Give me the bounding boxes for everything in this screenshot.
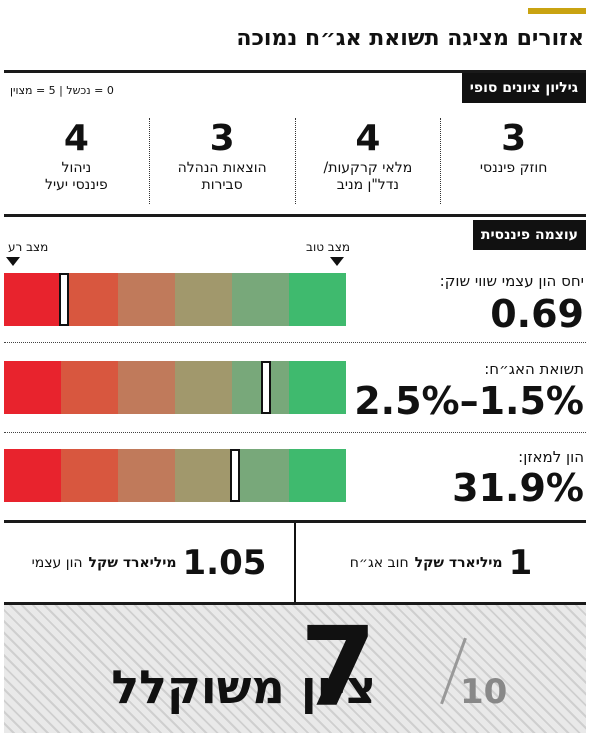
scale-segment <box>61 449 118 502</box>
scale-segment <box>175 273 232 326</box>
metric-label: תשואת האג״ח: <box>484 360 584 378</box>
score-item: 3 הוצאות הנהלה סבירות <box>148 118 295 204</box>
score-value: 3 <box>501 118 527 159</box>
scale-segment <box>4 449 61 502</box>
bond-debt-cell: 1 מיליארד שקל חוב אג״ח <box>294 523 586 603</box>
score-label: חוזק פיננסי <box>479 160 548 176</box>
metric-value: 2.5%–1.5% <box>354 379 584 423</box>
scale-segment <box>289 449 346 502</box>
scale-segment <box>232 273 289 326</box>
scale-marker <box>261 361 271 414</box>
scale-segment <box>175 449 232 502</box>
scale-segment <box>61 273 118 326</box>
scale-segment <box>118 273 175 326</box>
scale-segment <box>175 361 232 414</box>
page-title: אזורים מציגה תשואת אג״ח נמוכה <box>236 26 584 51</box>
scale-segment <box>232 449 289 502</box>
dotted-divider <box>4 342 586 343</box>
financial-strength-label: עוצמה פיננסית <box>472 220 586 250</box>
arrow-down-icon <box>6 257 20 266</box>
equity-text: הון עצמי <box>31 555 83 571</box>
scale-segment <box>118 449 175 502</box>
weighted-score-value: 7 <box>300 603 377 731</box>
divider <box>4 602 586 605</box>
score-value: 4 <box>63 118 89 159</box>
score-item: 4 מלאי קרקעות/ נדל"ן מניב <box>294 118 441 204</box>
scale-marker <box>230 449 240 502</box>
bond-debt-value: 1 <box>508 543 533 583</box>
scale-segment <box>118 361 175 414</box>
equity-value: 1.05 <box>182 543 267 583</box>
weighted-score-label: ציון משוקלל <box>111 660 376 714</box>
scale-legend: 0 = נכשל | 5 = מצוין <box>10 84 114 97</box>
divider <box>4 520 586 523</box>
scale-bar <box>4 273 346 326</box>
scale-marker <box>59 273 69 326</box>
scale-bar <box>4 361 346 414</box>
metric-value: 31.9% <box>452 466 584 510</box>
metric-label: יחס הון עצמי שווי שוק: <box>439 272 584 290</box>
dotted-divider <box>4 432 586 433</box>
good-state-label: מצב טוב <box>306 240 351 254</box>
equity-unit: מיליארד שקל <box>88 555 177 571</box>
score-item: 3 חוזק פיננסי <box>440 118 586 204</box>
scale-bar <box>4 449 346 502</box>
bond-debt-text: חוב אג״ח <box>349 555 409 571</box>
score-value: 3 <box>209 118 235 159</box>
equity-cell: 1.05 מיליארד שקל הון עצמי <box>4 523 294 603</box>
final-scores-label: גיליון ציונים סופי <box>461 73 586 103</box>
score-grid: 3 חוזק פיננסי 4 מלאי קרקעות/ נדל"ן מניב … <box>4 118 586 204</box>
bad-state-label: מצב רע <box>8 240 49 254</box>
scale-segment <box>61 361 118 414</box>
metric-label: הון למאזן: <box>518 448 584 466</box>
weighted-score-panel <box>4 605 586 733</box>
bond-debt-unit: מיליארד שקל <box>414 555 503 571</box>
metric-value: 0.69 <box>490 292 584 336</box>
score-value: 4 <box>355 118 381 159</box>
scale-segment <box>289 273 346 326</box>
score-label: ניהול פיננסי יעיל <box>45 160 108 193</box>
scale-segment <box>289 361 346 414</box>
divider <box>4 214 586 217</box>
score-label: מלאי קרקעות/ נדל"ן מניב <box>323 160 413 193</box>
summary-row: 1 מיליארד שקל חוב אג״ח 1.05 מיליארד שקל … <box>4 523 586 603</box>
scale-segment <box>4 361 61 414</box>
divider <box>4 70 586 73</box>
accent-bar <box>528 8 586 14</box>
scale-segment <box>232 361 289 414</box>
score-label: הוצאות הנהלה סבירות <box>177 160 267 193</box>
arrow-down-icon <box>330 257 344 266</box>
scale-segment <box>4 273 61 326</box>
score-item: 4 ניהול פיננסי יעיל <box>4 118 149 204</box>
weighted-score-max: 10 <box>460 672 508 712</box>
